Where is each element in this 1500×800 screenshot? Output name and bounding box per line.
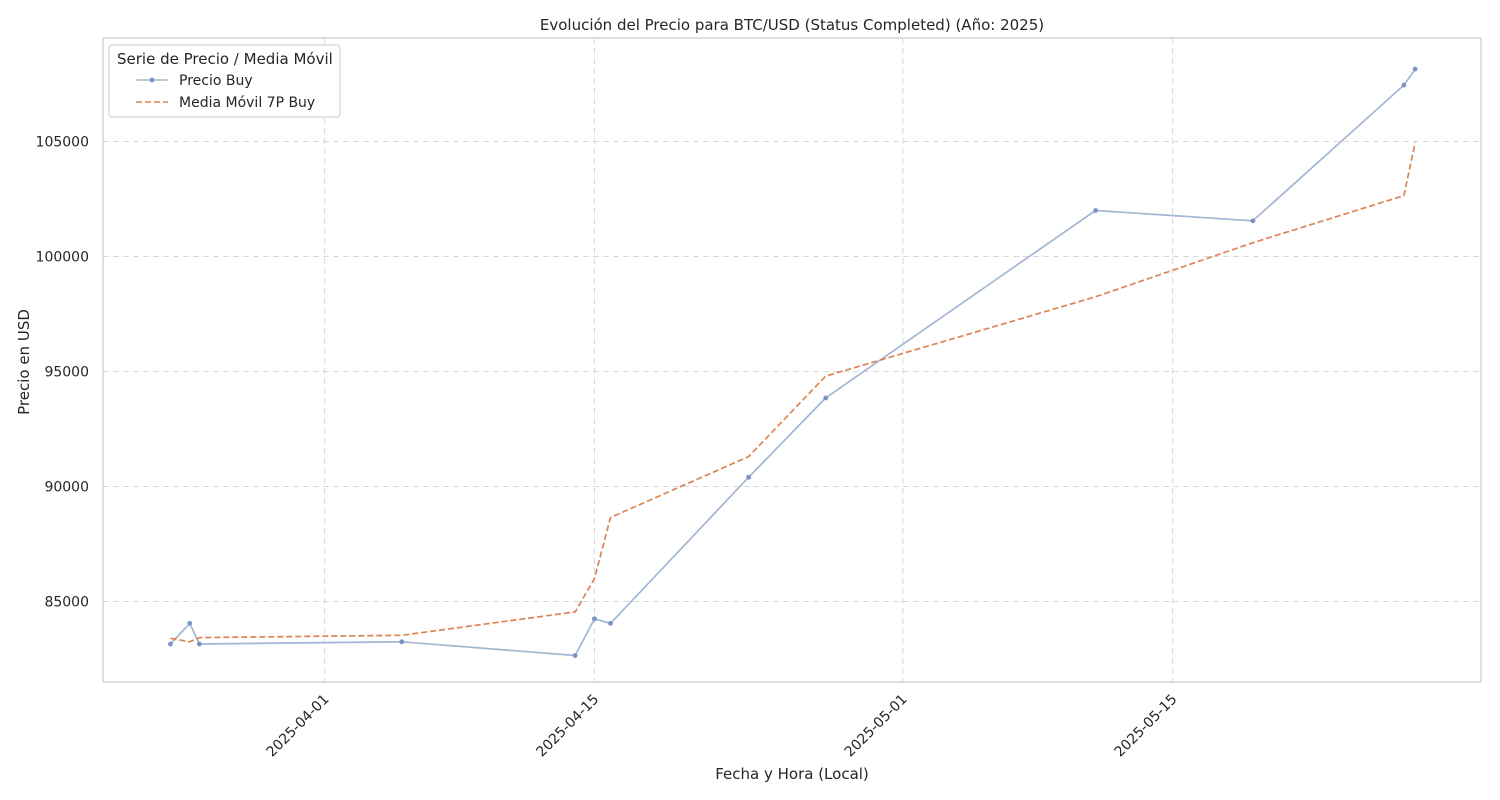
plot-frame	[102, 37, 1482, 683]
data-point	[168, 641, 173, 647]
y-tick-label: 90000	[44, 480, 89, 496]
legend-item-precio-buy: Precio Buy	[136, 73, 253, 89]
y-axis-title: Precio en USD	[15, 309, 33, 415]
series-line-0	[169, 68, 1416, 657]
legend-box	[108, 44, 341, 118]
x-axis: 2025-04-01 2025-04-15 2025-05-01 2025-05-15	[264, 692, 1181, 761]
grid	[103, 38, 1481, 682]
legend-item-media-movil: Media Móvil 7P Buy	[136, 95, 315, 111]
legend-label-media-movil: Media Móvil 7P Buy	[179, 95, 315, 111]
data-point	[1093, 208, 1098, 213]
data-point	[572, 653, 578, 658]
data-point	[746, 474, 752, 480]
data-point	[1250, 218, 1256, 224]
data-point	[1401, 82, 1407, 88]
legend-marker-precio-buy	[149, 77, 155, 83]
x-tick-label: 2025-04-01	[264, 692, 333, 761]
data-point	[399, 639, 405, 645]
data-point	[592, 616, 597, 622]
y-tick-label: 105000	[36, 135, 89, 151]
y-tick-label: 95000	[44, 365, 89, 381]
y-axis: 85000 90000 95000 100000 105000	[36, 135, 89, 611]
data-point	[608, 620, 613, 626]
data-point	[1412, 66, 1418, 72]
x-tick-label: 2025-05-15	[1112, 692, 1181, 761]
chart-title: Evolución del Precio para BTC/USD (Statu…	[540, 16, 1044, 34]
y-tick-label: 100000	[36, 250, 89, 266]
legend: Serie de Precio / Media Móvil Precio Buy…	[108, 44, 341, 118]
x-tick-label: 2025-04-15	[533, 692, 602, 761]
series-layer	[168, 66, 1418, 658]
x-tick-label: 2025-05-01	[842, 692, 911, 761]
series-line-1	[170, 142, 1417, 643]
y-tick-label: 85000	[44, 595, 89, 611]
legend-label-precio-buy: Precio Buy	[179, 73, 253, 89]
data-point	[187, 620, 193, 626]
data-point	[196, 641, 202, 647]
x-axis-title: Fecha y Hora (Local)	[715, 765, 869, 783]
data-point	[823, 395, 829, 401]
legend-title: Serie de Precio / Media Móvil	[117, 50, 333, 68]
